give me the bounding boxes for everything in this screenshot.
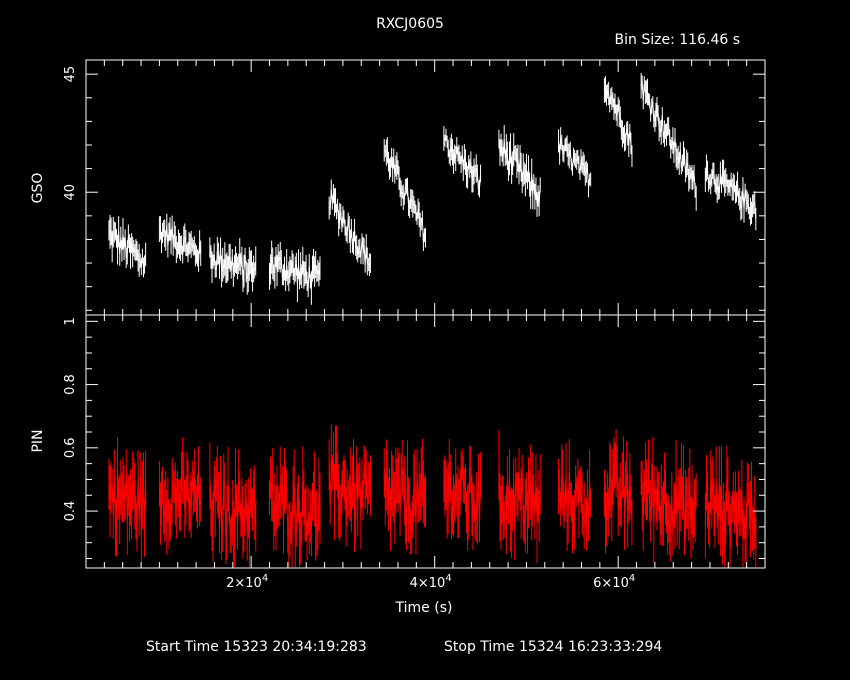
data-segment bbox=[603, 76, 633, 167]
data-line bbox=[604, 87, 633, 157]
data-segment bbox=[328, 424, 371, 552]
data-segment bbox=[269, 446, 321, 567]
data-line bbox=[640, 82, 697, 199]
data-segment bbox=[603, 428, 633, 554]
data-line bbox=[498, 139, 541, 205]
stop-time-label: Stop Time 15324 16:23:33:294 bbox=[444, 639, 662, 655]
data-line bbox=[158, 469, 202, 525]
series-top bbox=[108, 72, 757, 305]
data-segment bbox=[108, 436, 147, 567]
data-segment bbox=[704, 154, 757, 231]
data-segment bbox=[498, 429, 541, 563]
plot-frame-top bbox=[85, 59, 766, 316]
data-line bbox=[603, 462, 633, 523]
data-segment bbox=[383, 137, 426, 252]
data-line bbox=[640, 466, 697, 538]
y-tick-label: 40 bbox=[63, 184, 78, 201]
data-line bbox=[209, 475, 257, 539]
data-line bbox=[108, 471, 147, 534]
data-line bbox=[383, 148, 426, 243]
gso-panel: 40 45 bbox=[63, 59, 766, 316]
data-line bbox=[269, 477, 321, 541]
x-tick-label: 4×104 bbox=[410, 573, 452, 591]
bin-size-label: Bin Size: 116.46 s bbox=[615, 32, 740, 48]
pin-y-axis-label-group: PIN bbox=[30, 429, 46, 452]
data-segment bbox=[209, 442, 257, 567]
data-segment bbox=[158, 437, 202, 556]
data-line bbox=[498, 464, 541, 528]
gso-y-axis-label: GSO bbox=[30, 173, 46, 204]
plot-frame-bottom bbox=[85, 314, 766, 569]
data-segment bbox=[558, 127, 592, 198]
data-segment bbox=[443, 438, 482, 551]
y-tick-label: 1 bbox=[63, 317, 78, 325]
y-tick-label: 0.8 bbox=[63, 374, 78, 395]
data-segment bbox=[498, 125, 541, 217]
data-segment bbox=[704, 445, 757, 567]
data-line bbox=[209, 247, 257, 281]
data-segment bbox=[209, 236, 257, 295]
y-tick-label: 0.4 bbox=[63, 501, 78, 522]
data-line bbox=[159, 224, 202, 262]
y-tick-label: 0.6 bbox=[63, 437, 78, 458]
series-bottom bbox=[108, 424, 757, 567]
pin-panel: 0.4 0.6 0.8 1 2×104 4×104 6×104 bbox=[63, 314, 766, 591]
data-segment bbox=[328, 179, 371, 276]
data-segment bbox=[640, 72, 697, 211]
data-segment bbox=[158, 213, 202, 272]
data-segment bbox=[383, 438, 426, 555]
data-line bbox=[704, 166, 757, 220]
data-line bbox=[704, 478, 757, 548]
data-segment bbox=[108, 214, 147, 278]
data-line bbox=[328, 456, 371, 521]
data-segment bbox=[443, 126, 482, 198]
x-tick-label: 6×104 bbox=[593, 573, 635, 591]
data-segment bbox=[269, 240, 321, 305]
data-segment bbox=[640, 436, 697, 563]
data-line bbox=[269, 255, 321, 289]
x-axis-label: Time (s) bbox=[395, 600, 453, 616]
start-time-label: Start Time 15323 20:34:19:283 bbox=[146, 639, 367, 655]
chart-title: RXCJ0605 bbox=[376, 16, 444, 32]
data-segment bbox=[558, 439, 592, 554]
data-line bbox=[383, 468, 426, 533]
data-line bbox=[558, 471, 592, 527]
y-tick-label: 45 bbox=[63, 66, 78, 83]
x-tick-label: 2×104 bbox=[226, 573, 268, 591]
data-line bbox=[328, 188, 371, 266]
gso-y-axis-label-group: GSO bbox=[30, 173, 46, 204]
data-line bbox=[108, 230, 147, 268]
data-line bbox=[443, 134, 482, 190]
data-line bbox=[443, 464, 482, 527]
data-line bbox=[558, 137, 591, 189]
pin-y-axis-label: PIN bbox=[30, 429, 46, 452]
